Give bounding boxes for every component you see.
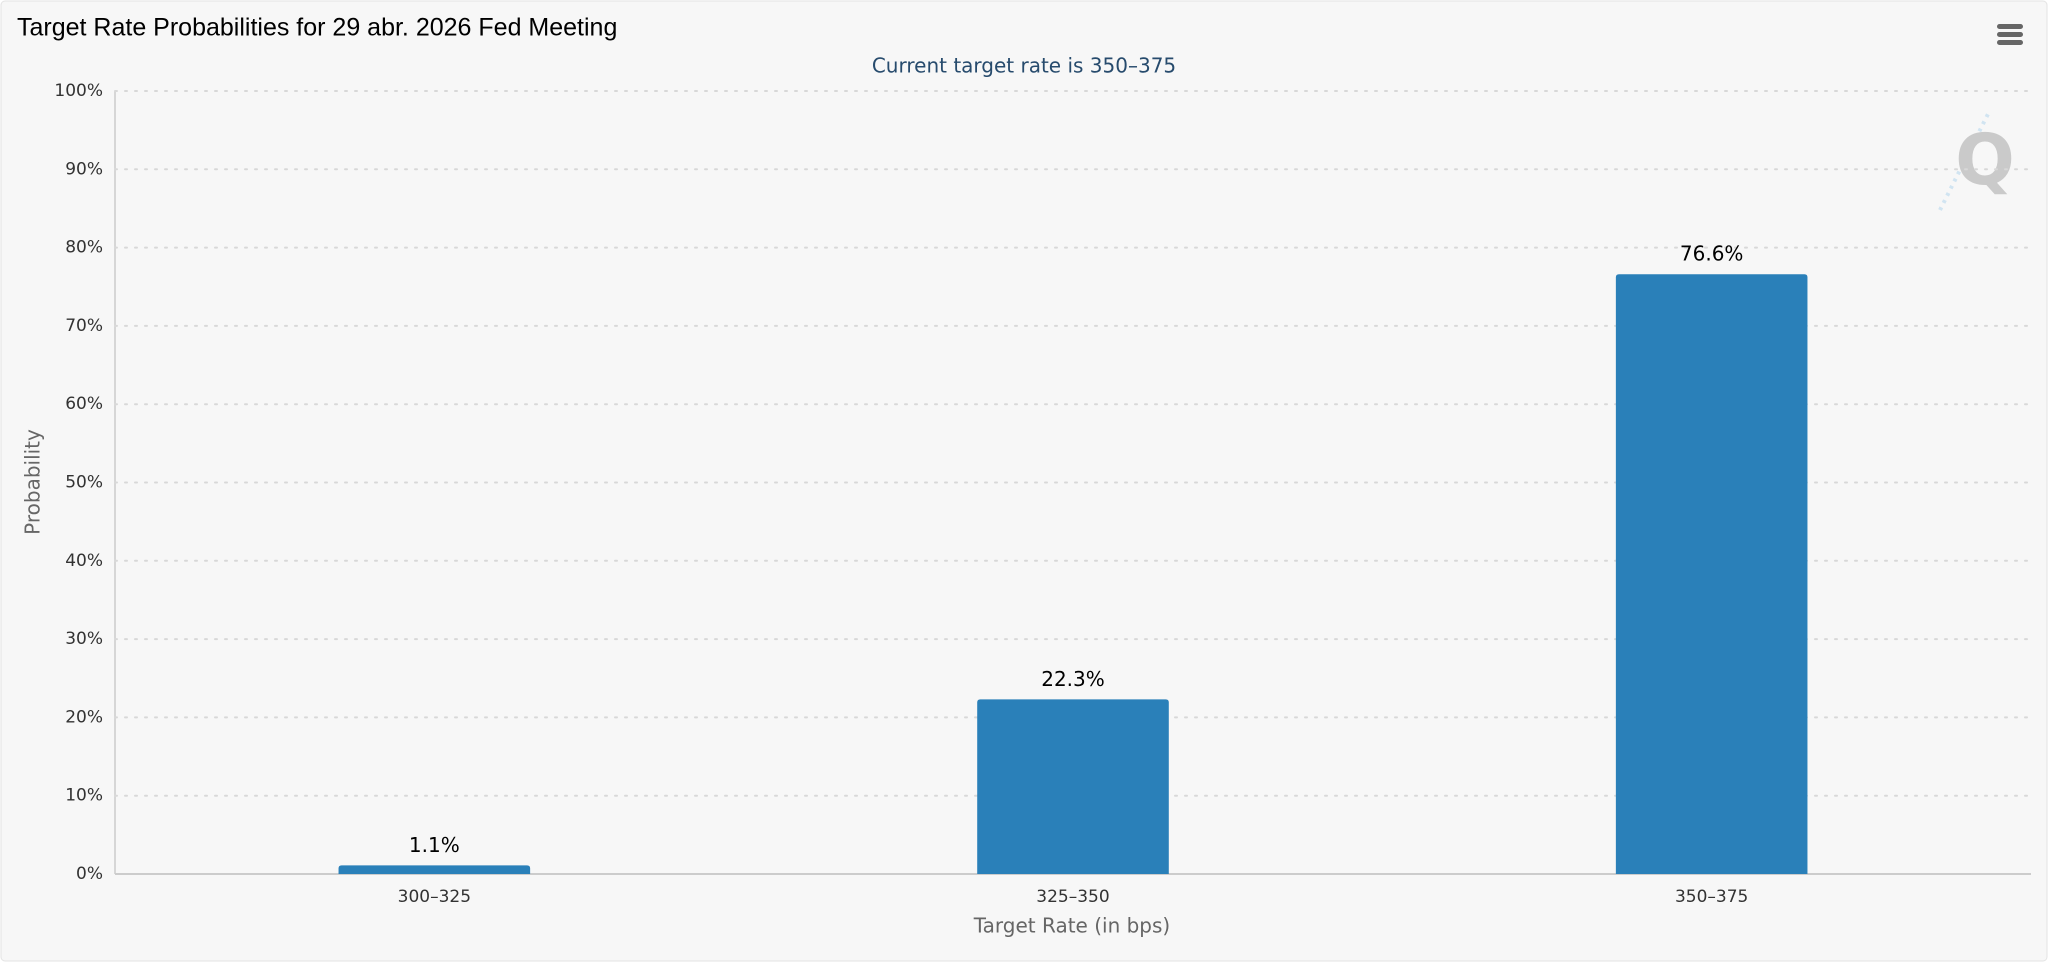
menu-bar [1997, 40, 2023, 45]
watermark-stroke [1938, 109, 1992, 211]
y-tick-label: 0% [76, 864, 103, 884]
watermark-letter: Q [1955, 119, 2015, 201]
y-tick-label: 10% [65, 786, 103, 806]
y-tick-label: 50% [65, 473, 103, 493]
watermark: Q [1938, 109, 2015, 211]
y-tick-label: 80% [65, 238, 103, 258]
x-axis-label: Target Rate (in bps) [973, 914, 1170, 938]
y-tick-label: 100% [54, 81, 103, 101]
bar [1615, 274, 1808, 874]
y-tick-label: 40% [65, 551, 103, 571]
x-tick-label: 350–375 [1675, 887, 1748, 907]
chart-title: Target Rate Probabilities for 29 abr. 20… [17, 14, 617, 42]
y-tick-label: 70% [65, 316, 103, 336]
menu-bar [1997, 24, 2023, 29]
y-tick-label: 20% [65, 707, 103, 727]
x-tick-label: 325–350 [1036, 887, 1109, 907]
bar [977, 699, 1169, 874]
y-axis-label: Probability [21, 429, 45, 535]
y-tick-label: 90% [65, 159, 103, 179]
menu-button[interactable] [1995, 22, 2025, 48]
data-label: 22.3% [1041, 667, 1105, 691]
data-label: 1.1% [409, 833, 460, 857]
y-tick-label: 60% [65, 394, 103, 414]
data-label: 76.6% [1680, 242, 1744, 266]
menu-bar [1997, 32, 2023, 37]
y-tick-label: 30% [65, 629, 103, 649]
chart-subtitle: Current target rate is 350–375 [872, 54, 1176, 78]
bar [338, 865, 531, 874]
x-tick-label: 300–325 [398, 887, 471, 907]
